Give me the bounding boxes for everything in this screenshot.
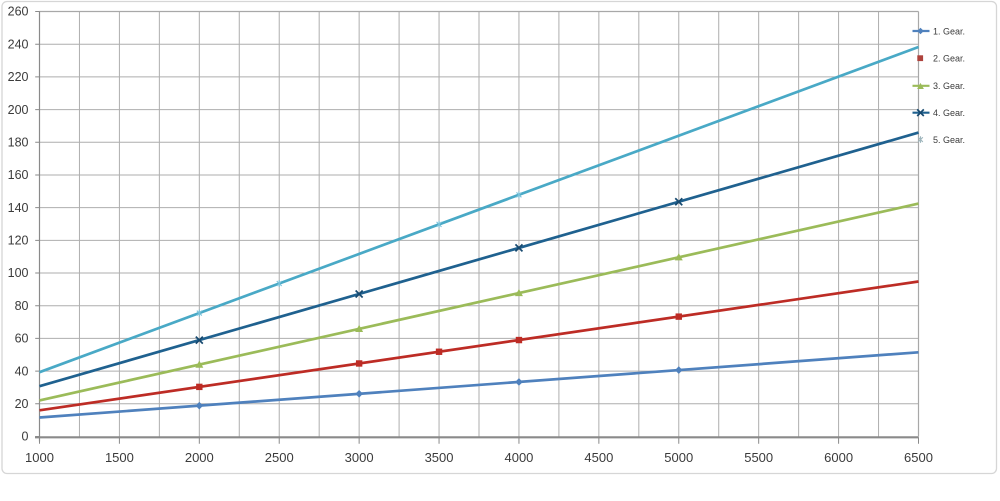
svg-text:5000: 5000: [664, 450, 693, 465]
svg-text:80: 80: [15, 299, 29, 313]
svg-text:1. Gear.: 1. Gear.: [933, 26, 965, 36]
svg-text:3. Gear.: 3. Gear.: [933, 81, 965, 91]
svg-text:220: 220: [8, 70, 29, 84]
svg-text:120: 120: [8, 234, 29, 248]
svg-text:6000: 6000: [824, 450, 853, 465]
svg-text:1000: 1000: [25, 450, 54, 465]
svg-text:140: 140: [8, 201, 29, 215]
svg-text:4. Gear.: 4. Gear.: [933, 108, 965, 118]
svg-text:5500: 5500: [744, 450, 773, 465]
svg-text:2000: 2000: [185, 450, 214, 465]
svg-text:1500: 1500: [105, 450, 134, 465]
svg-text:20: 20: [15, 397, 29, 411]
svg-text:60: 60: [15, 332, 29, 346]
svg-text:3500: 3500: [425, 450, 454, 465]
svg-text:6500: 6500: [904, 450, 933, 465]
svg-text:5. Gear.: 5. Gear.: [933, 135, 965, 145]
svg-text:100: 100: [8, 266, 29, 280]
svg-text:40: 40: [15, 364, 29, 378]
svg-text:180: 180: [8, 135, 29, 149]
svg-text:2500: 2500: [265, 450, 294, 465]
svg-text:4000: 4000: [504, 450, 533, 465]
svg-text:2. Gear.: 2. Gear.: [933, 54, 965, 64]
svg-text:0: 0: [22, 430, 29, 444]
svg-text:240: 240: [8, 37, 29, 51]
svg-text:4500: 4500: [584, 450, 613, 465]
svg-text:160: 160: [8, 168, 29, 182]
svg-text:3000: 3000: [345, 450, 374, 465]
svg-text:200: 200: [8, 103, 29, 117]
svg-text:260: 260: [8, 5, 29, 19]
